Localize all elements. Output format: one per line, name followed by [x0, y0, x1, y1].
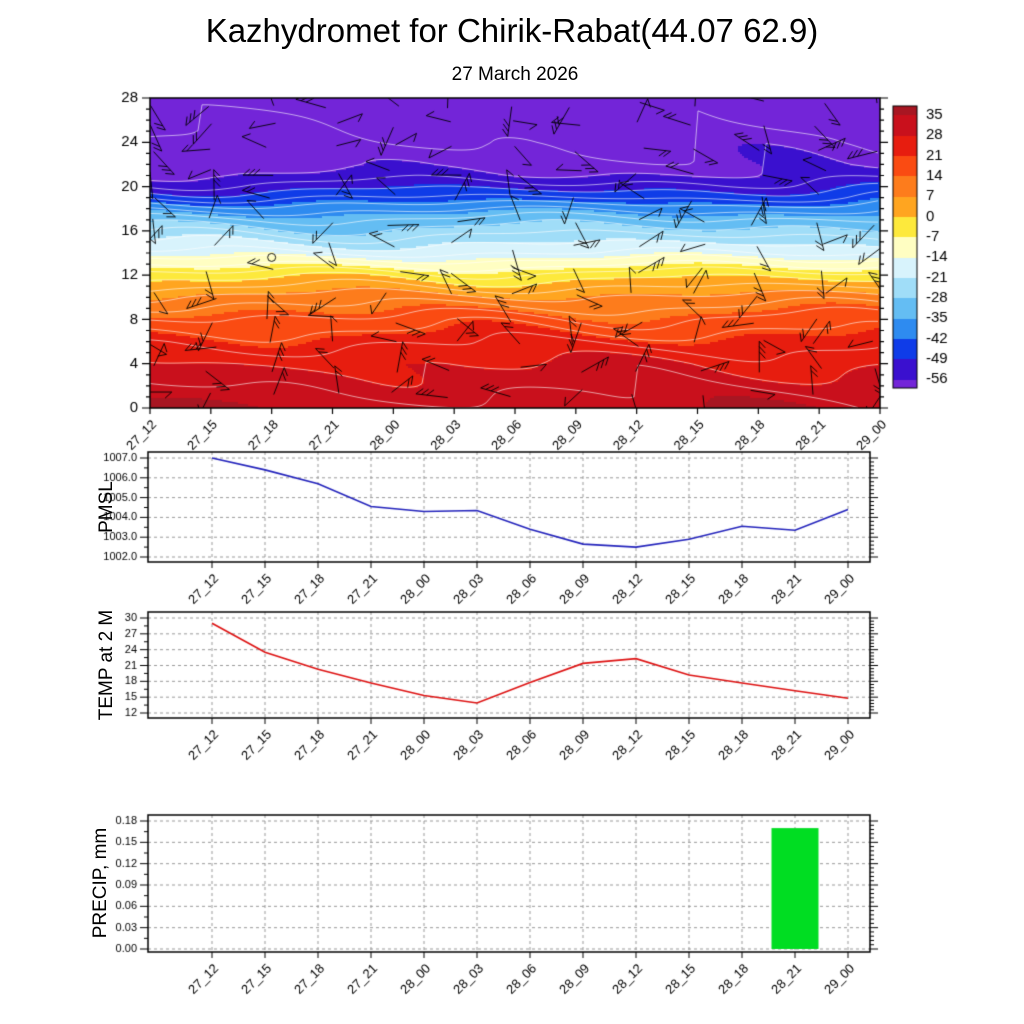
temp2m-axis-label: TEMP at 2 M — [96, 609, 117, 721]
date-subtitle: 27 March 2026 — [451, 64, 579, 85]
precip-axis-label: PRECIP, mm — [90, 827, 111, 939]
page-title: Kazhydromet for Chirik-Rabat(44.07 62.9) — [205, 12, 819, 49]
pmsl-axis-label: PMSL — [96, 481, 117, 533]
